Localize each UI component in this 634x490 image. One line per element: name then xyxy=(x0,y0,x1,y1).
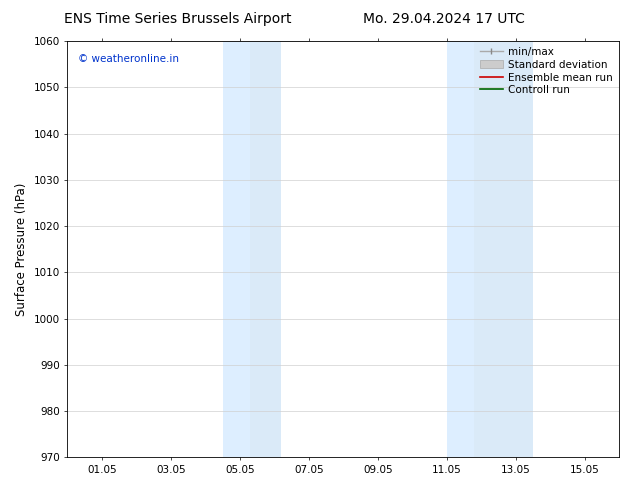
Text: ENS Time Series Brussels Airport: ENS Time Series Brussels Airport xyxy=(64,12,291,26)
Legend: min/max, Standard deviation, Ensemble mean run, Controll run: min/max, Standard deviation, Ensemble me… xyxy=(476,43,617,99)
Text: © weatheronline.in: © weatheronline.in xyxy=(79,53,179,64)
Bar xyxy=(446,41,474,457)
Bar xyxy=(223,41,250,457)
Bar xyxy=(474,41,533,457)
Y-axis label: Surface Pressure (hPa): Surface Pressure (hPa) xyxy=(15,182,28,316)
Bar xyxy=(250,41,281,457)
Text: Mo. 29.04.2024 17 UTC: Mo. 29.04.2024 17 UTC xyxy=(363,12,525,26)
